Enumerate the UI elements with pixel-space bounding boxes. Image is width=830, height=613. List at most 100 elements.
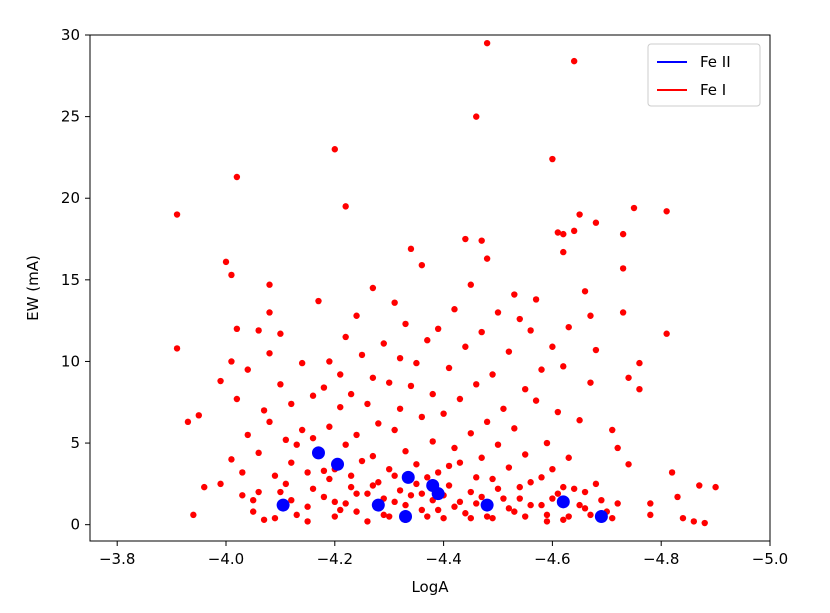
x-tick-label: −4.4 — [425, 550, 461, 568]
fe-i-point — [255, 488, 262, 496]
fe-i-point — [424, 513, 431, 520]
fe-i-point — [609, 426, 616, 434]
axes-frame — [89, 34, 771, 542]
fe-i-point — [576, 501, 583, 509]
fe-i-point — [647, 511, 654, 519]
fe-i-point — [549, 343, 556, 350]
fe-ii-point — [399, 510, 413, 524]
fe-i-point — [581, 488, 589, 496]
fe-i-point — [592, 346, 600, 354]
fe-i-point — [429, 390, 436, 398]
fe-i-point — [663, 208, 670, 215]
fe-i-point — [407, 492, 415, 499]
fe-i-point — [494, 485, 502, 492]
fe-i-point — [473, 500, 480, 507]
fe-i-point — [560, 363, 567, 370]
fe-i-point — [701, 519, 708, 527]
fe-i-point — [386, 465, 393, 473]
fe-i-point — [554, 408, 562, 416]
fe-i-point — [440, 514, 447, 522]
fe-i-point — [434, 469, 442, 476]
fe-i-point — [228, 456, 235, 463]
fe-i-point — [511, 508, 518, 515]
legend-label: Fe I — [700, 81, 726, 99]
fe-i-point — [489, 475, 496, 483]
fe-i-point — [309, 392, 317, 399]
fe-i-point — [266, 350, 273, 357]
fe-i-point — [386, 513, 393, 520]
fe-i-point — [560, 516, 567, 523]
fe-i-point — [353, 490, 360, 497]
fe-i-point — [347, 472, 355, 479]
fe-i-point — [587, 379, 594, 386]
fe-i-point — [636, 359, 643, 367]
fe-i-point — [282, 480, 290, 488]
fe-i-point — [424, 474, 431, 481]
fe-i-point — [554, 229, 562, 236]
fe-i-point — [565, 513, 572, 520]
fe-i-point — [619, 309, 627, 316]
fe-i-point — [326, 358, 333, 365]
fe-i-point — [391, 426, 398, 434]
fe-i-point — [195, 412, 202, 419]
fe-i-point — [402, 320, 409, 328]
fe-i-point — [592, 480, 600, 488]
fe-i-point — [619, 230, 627, 238]
fe-i-point — [516, 315, 523, 323]
fe-i-point — [445, 364, 453, 372]
fe-i-point — [478, 454, 485, 461]
y-tick-label: 10 — [61, 352, 80, 370]
fe-i-point — [478, 493, 485, 501]
fe-i-point — [609, 514, 616, 522]
fe-i-point — [456, 459, 464, 466]
fe-i-point — [288, 459, 295, 466]
fe-i-point — [298, 426, 306, 434]
y-tick-label: 15 — [61, 271, 80, 289]
fe-i-point — [527, 501, 534, 509]
fe-i-point — [255, 327, 262, 334]
fe-i-point — [391, 498, 398, 506]
fe-i-point — [293, 511, 300, 519]
fe-i-point — [358, 351, 366, 359]
fe-i-point — [271, 472, 279, 479]
fe-i-point — [331, 146, 338, 153]
fe-i-point — [696, 482, 703, 489]
fe-i-point — [277, 488, 284, 496]
fe-i-point — [478, 237, 485, 244]
fe-ii-point — [331, 457, 345, 471]
fe-i-point — [228, 358, 235, 365]
fe-i-point — [532, 296, 540, 303]
fe-i-point — [418, 506, 426, 514]
fe-i-point — [233, 173, 241, 181]
fe-i-point — [413, 359, 420, 367]
fe-i-point — [489, 514, 496, 522]
fe-i-point — [483, 255, 491, 262]
fe-i-point — [494, 441, 502, 448]
fe-i-point — [217, 480, 224, 488]
fe-ii-point — [276, 498, 290, 512]
fe-i-point — [320, 384, 328, 391]
fe-i-point — [375, 420, 382, 427]
fe-i-point — [250, 496, 257, 504]
fe-i-point — [380, 340, 387, 347]
fe-i-point — [483, 418, 491, 426]
fe-i-point — [353, 431, 360, 439]
fe-i-point — [331, 513, 338, 520]
fe-i-point — [478, 328, 485, 336]
fe-i-point — [271, 514, 279, 522]
fe-i-point — [614, 444, 621, 452]
fe-i-point — [538, 474, 545, 481]
x-axis-label: LogA — [411, 578, 449, 596]
fe-i-point — [228, 271, 235, 279]
fe-ii-point — [480, 498, 494, 512]
fe-i-point — [663, 330, 670, 337]
y-tick-label: 0 — [70, 516, 80, 534]
fe-i-point — [516, 495, 523, 502]
fe-i-point — [304, 469, 311, 476]
fe-i-point — [358, 457, 366, 465]
fe-i-point — [560, 483, 567, 491]
fe-i-point — [467, 281, 474, 288]
fe-i-point — [462, 343, 469, 350]
x-tick-label: −4.6 — [534, 550, 570, 568]
